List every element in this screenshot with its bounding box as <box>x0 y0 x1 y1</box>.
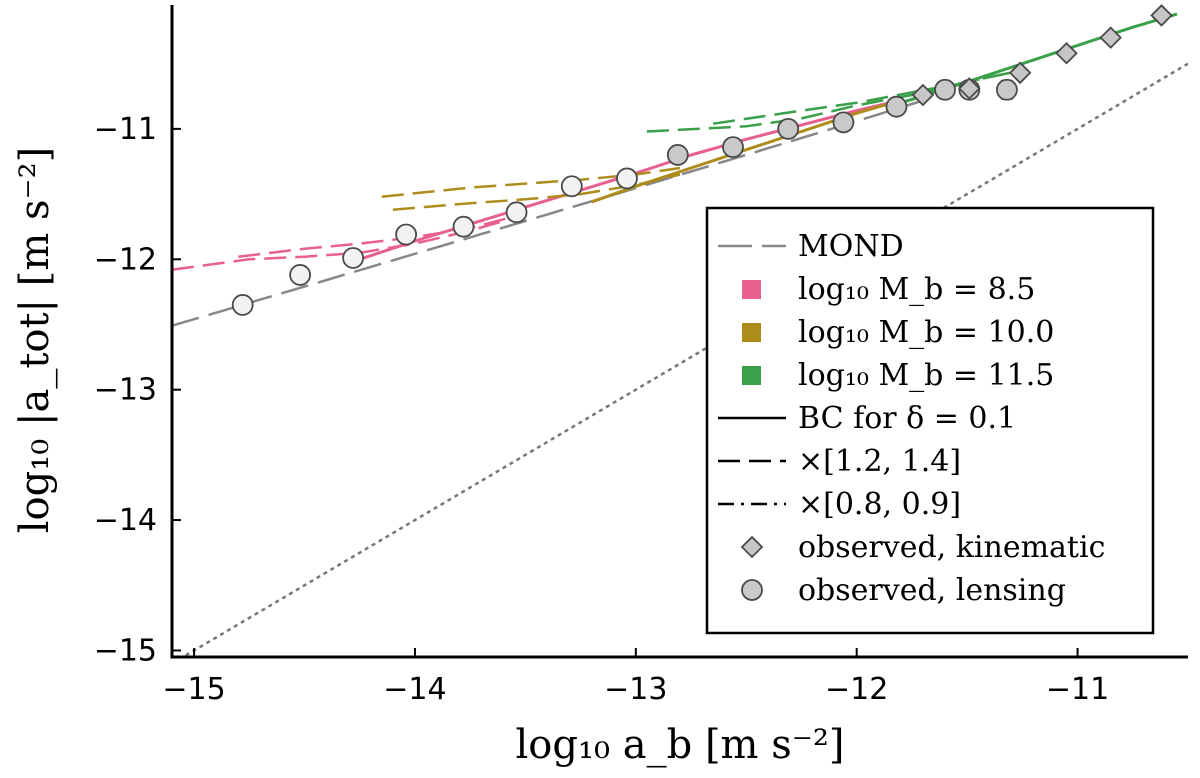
legend-label-bc: BC for δ = 0.1 <box>798 401 1016 436</box>
y-tick-label: −15 <box>94 633 157 668</box>
lensing-point <box>289 264 312 286</box>
lensing-point <box>666 144 689 166</box>
legend-frame <box>705 206 1155 635</box>
kinematic-point <box>958 77 981 100</box>
legend-key-mb-8-5 <box>742 280 761 299</box>
series-line-mb-10-0-dashed <box>381 166 681 198</box>
y-tick-label: −11 <box>94 112 157 147</box>
y-axis-title: log₁₀ |a_tot| [m s⁻²] <box>12 147 58 534</box>
lensing-point <box>560 175 583 198</box>
legend-label-mb-8-5: log₁₀ M_b = 8.5 <box>798 272 1035 307</box>
legend-label-kinematic: observed, kinematic <box>798 530 1105 565</box>
legend-key-kinematic <box>740 535 764 559</box>
kinematic-point <box>1055 41 1078 65</box>
legend-label-mond: MOND <box>798 229 904 264</box>
legend-label-lensing: observed, lensing <box>798 573 1066 608</box>
lensing-point <box>342 247 365 269</box>
x-tick-label: −15 <box>162 672 225 707</box>
kinematic-point <box>911 83 935 107</box>
series-line-mb-11-5-dashed <box>712 68 1023 125</box>
y-tick-label: −14 <box>94 503 157 538</box>
legend-key-mb-11-5 <box>742 366 761 385</box>
lensing-point <box>452 215 475 238</box>
x-tick-label: −13 <box>604 672 667 707</box>
lensing-point <box>505 201 528 224</box>
lensing-point <box>934 78 956 101</box>
legend-label-range-low: ×[0.8, 0.9] <box>798 487 961 522</box>
series-line-mb-10-0-dashed <box>392 173 681 211</box>
kinematic-point <box>1099 26 1122 49</box>
x-tick-label: −12 <box>825 672 888 707</box>
lensing-point <box>231 294 254 316</box>
legend-label-mb-11-5: log₁₀ M_b = 11.5 <box>798 358 1054 393</box>
y-tick-label: −12 <box>94 242 157 277</box>
mond-curve <box>172 92 946 327</box>
kinematic-point <box>1150 4 1173 27</box>
lensing-point <box>777 117 800 140</box>
x-tick-label: −14 <box>383 672 446 707</box>
legend-key-lensing <box>741 579 763 601</box>
lensing-point <box>885 95 908 118</box>
x-axis-title: log₁₀ a_b [m s⁻²] <box>516 722 845 768</box>
legend-label-mb-10-0: log₁₀ M_b = 10.0 <box>798 315 1054 350</box>
lensing-point <box>995 78 1018 101</box>
legend: MOND log₁₀ M_b = 8.5 log₁₀ M_b = 10.0 log₁₀… <box>705 206 1155 635</box>
lensing-point <box>832 111 855 134</box>
kinematic-point <box>1008 61 1032 85</box>
lensing-point <box>395 223 418 246</box>
lensing-point <box>616 167 638 190</box>
legend-key-mb-10-0 <box>742 323 761 342</box>
lensing-point <box>722 136 744 159</box>
y-tick-label: −13 <box>94 373 157 408</box>
x-tick-label: −11 <box>1046 672 1109 707</box>
legend-label-range-high: ×[1.2, 1.4] <box>798 444 961 479</box>
series-line-mb-10-0-bc <box>591 98 902 204</box>
